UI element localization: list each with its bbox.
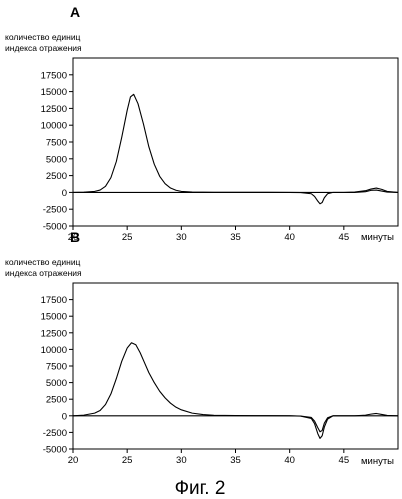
x-tick-label: 35 <box>230 232 241 243</box>
y-axis-label: количество единиц индекса отражения <box>5 257 82 278</box>
y-tick-label: -5000 <box>43 222 67 233</box>
y-tick-label: 2500 <box>46 171 67 182</box>
x-tick-label: 30 <box>176 455 187 466</box>
x-axis-label: минуты <box>361 456 394 467</box>
y-tick-label: 15000 <box>41 87 67 98</box>
x-tick-label: 25 <box>122 232 133 243</box>
series-line-1 <box>72 342 399 439</box>
plot-frame <box>72 57 399 227</box>
y-tick-label: 2500 <box>46 395 67 406</box>
x-tick-label: 40 <box>284 232 295 243</box>
y-tick-label: 5000 <box>46 154 67 165</box>
y-tick-label: 10000 <box>41 121 67 132</box>
y-tick-label: -5000 <box>43 445 67 456</box>
series-line-1 <box>72 93 399 205</box>
y-axis-label-line: индекса отражения <box>5 268 82 278</box>
panel-label: A <box>70 4 80 20</box>
y-tick-label: 12500 <box>41 328 67 339</box>
y-tick-label: 0 <box>62 188 67 199</box>
y-tick-label: 5000 <box>46 378 67 389</box>
y-tick-label: 10000 <box>41 345 67 356</box>
x-tick-label: 30 <box>176 232 187 243</box>
panel-label: B <box>70 229 80 245</box>
figure-caption: Фиг. 2 <box>175 478 226 499</box>
y-tick-label: 7500 <box>46 138 67 149</box>
x-tick-label: 35 <box>230 455 241 466</box>
y-tick-label: 17500 <box>41 70 67 81</box>
x-tick-label: 20 <box>68 232 79 243</box>
x-tick-label: 40 <box>284 455 295 466</box>
x-tick-label: 20 <box>68 455 79 466</box>
series-line-2 <box>73 415 398 433</box>
x-tick-label: 25 <box>122 455 133 466</box>
y-tick-label: 0 <box>62 411 67 422</box>
plot-frame <box>72 282 399 450</box>
y-tick-label: 17500 <box>41 295 67 306</box>
y-tick-label: -2500 <box>43 205 67 216</box>
y-axis-label-line: количество единиц <box>5 32 81 42</box>
x-tick-label: 45 <box>339 232 350 243</box>
series-line-2 <box>73 187 399 193</box>
y-tick-label: 12500 <box>41 104 67 115</box>
y-tick-label: -2500 <box>43 428 67 439</box>
x-axis-label: минуты <box>361 232 394 243</box>
x-tick-label: 45 <box>339 455 350 466</box>
y-axis-label-line: количество единиц <box>5 257 81 267</box>
y-tick-label: 7500 <box>46 362 67 373</box>
y-axis-label-line: индекса отражения <box>5 43 82 53</box>
y-tick-label: 15000 <box>41 312 67 323</box>
y-axis-label: количество единиц индекса отражения <box>5 32 82 53</box>
